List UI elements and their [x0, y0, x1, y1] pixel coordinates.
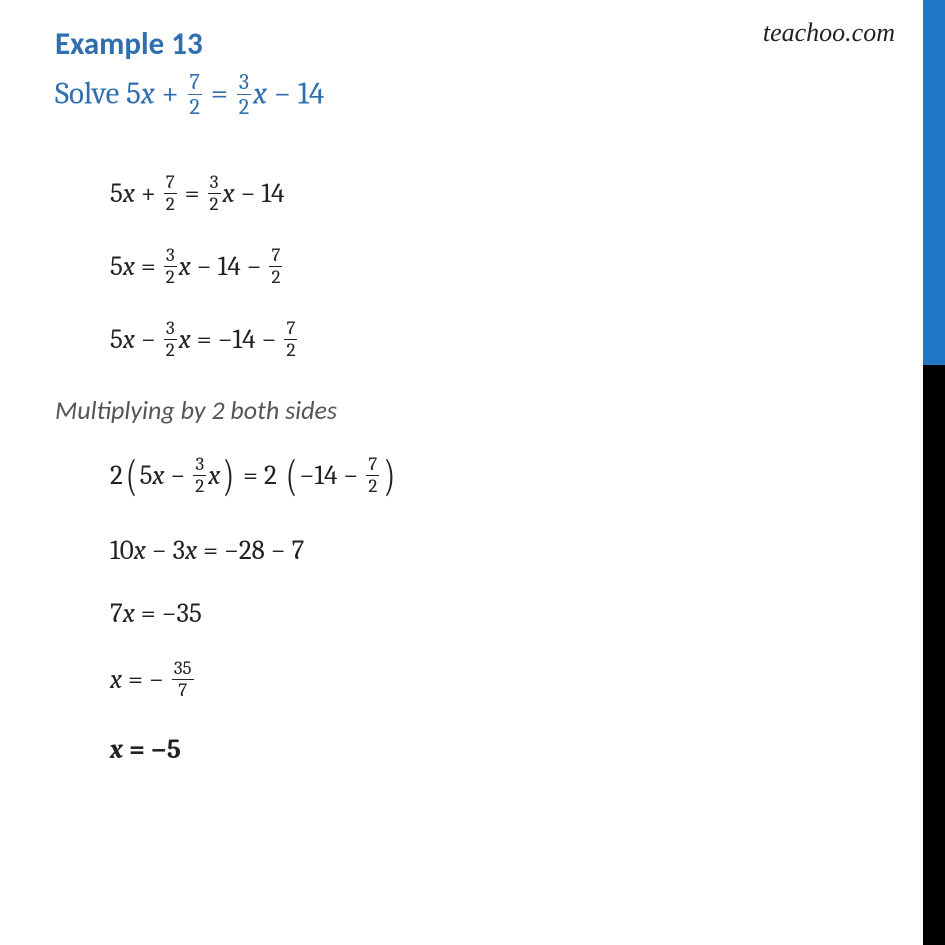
fraction: 72	[366, 455, 379, 496]
txt: = 2	[237, 460, 283, 491]
numerator: 3	[164, 319, 177, 340]
step-4: 2(5x − 32x) = 2 (−14 − 72)	[110, 452, 900, 503]
var-x: x	[123, 598, 135, 629]
var-x: x	[179, 324, 191, 355]
step-5: 10x − 3x = −28 − 7	[110, 535, 900, 566]
txt: 5	[110, 178, 123, 209]
numerator: 7	[188, 71, 202, 95]
fraction: 72	[269, 246, 282, 287]
txt: 2	[110, 460, 123, 491]
denominator: 2	[366, 476, 379, 496]
var-x: x	[134, 535, 146, 566]
fraction: 32	[208, 173, 221, 214]
numerator: 3	[208, 173, 221, 194]
multiply-note: Multiplying by 2 both sides	[55, 394, 900, 426]
paren-close: )	[384, 450, 395, 501]
var-x: x	[179, 251, 191, 282]
paren-open: (	[126, 450, 137, 501]
numerator: 3	[164, 246, 177, 267]
denominator: 2	[208, 194, 221, 214]
numerator: 7	[164, 173, 177, 194]
step-7: x = − 357	[110, 661, 900, 702]
denominator: 2	[237, 95, 251, 118]
numerator: 35	[172, 659, 194, 680]
answer-value: 5	[167, 734, 181, 765]
var-x: x	[208, 460, 220, 491]
var-x: x	[141, 76, 155, 112]
txt: 10	[110, 535, 134, 566]
txt: = −14 −	[191, 324, 283, 355]
fraction: 72	[188, 71, 202, 118]
var-x: x	[110, 734, 123, 765]
numerator: 7	[366, 455, 379, 476]
step-2: 5x = 32x − 14 − 72	[110, 248, 900, 289]
txt: = −28 − 7	[197, 535, 304, 566]
numerator: 7	[269, 246, 282, 267]
txt: −14 −	[299, 460, 364, 491]
fraction: 32	[164, 246, 177, 287]
denominator: 2	[164, 340, 177, 360]
var-x: x	[185, 535, 197, 566]
denominator: 2	[188, 95, 202, 118]
txt: 5	[110, 251, 123, 282]
txt: − 14	[235, 178, 285, 209]
op-plus: +	[155, 76, 186, 112]
accent-bar-bottom	[923, 365, 945, 945]
var-x: x	[152, 460, 164, 491]
txt: = −35	[135, 598, 202, 629]
var-x: x	[223, 178, 235, 209]
txt: 5	[110, 324, 123, 355]
numerator: 3	[193, 455, 206, 476]
paren-open: (	[286, 450, 297, 501]
txt: 5	[140, 460, 153, 491]
txt: +	[135, 178, 162, 209]
denominator: 2	[164, 194, 177, 214]
fraction: 357	[172, 659, 194, 700]
site-logo: teachoo.com	[763, 18, 895, 48]
var-x: x	[123, 178, 135, 209]
txt: − 14 −	[191, 251, 268, 282]
denominator: 2	[284, 340, 297, 360]
paren-close: )	[223, 450, 234, 501]
step-8-answer: x = −5	[110, 734, 900, 765]
txt: − 3	[146, 535, 185, 566]
numerator: 3	[237, 71, 251, 95]
txt: = −	[122, 664, 170, 695]
var-x: x	[123, 251, 135, 282]
numerator: 7	[284, 319, 297, 340]
txt: =	[135, 251, 162, 282]
fraction: 32	[193, 455, 206, 496]
var-x: x	[253, 76, 267, 112]
step-6: 7x = −35	[110, 598, 900, 629]
var-x: x	[110, 664, 122, 695]
step-1: 5x + 72 = 32x − 14	[110, 175, 900, 216]
problem-statement: Solve 5x + 72 = 32x − 14	[55, 73, 900, 120]
fraction: 32	[164, 319, 177, 360]
txt: − 14	[267, 76, 324, 112]
txt: Solve 5	[55, 76, 141, 112]
step-3: 5x − 32x = −14 − 72	[110, 321, 900, 362]
denominator: 7	[172, 680, 194, 700]
fraction: 32	[237, 71, 251, 118]
var-x: x	[123, 324, 135, 355]
denominator: 2	[164, 267, 177, 287]
page-content: Example 13 Solve 5x + 72 = 32x − 14 5x +…	[0, 0, 945, 822]
txt: −	[164, 460, 191, 491]
txt: 7	[110, 598, 123, 629]
accent-bar-top	[923, 0, 945, 365]
fraction: 72	[164, 173, 177, 214]
fraction: 72	[284, 319, 297, 360]
denominator: 2	[193, 476, 206, 496]
denominator: 2	[269, 267, 282, 287]
txt: = −	[123, 734, 167, 765]
txt: =	[179, 178, 206, 209]
txt: −	[135, 324, 162, 355]
op-eq: =	[204, 76, 235, 112]
